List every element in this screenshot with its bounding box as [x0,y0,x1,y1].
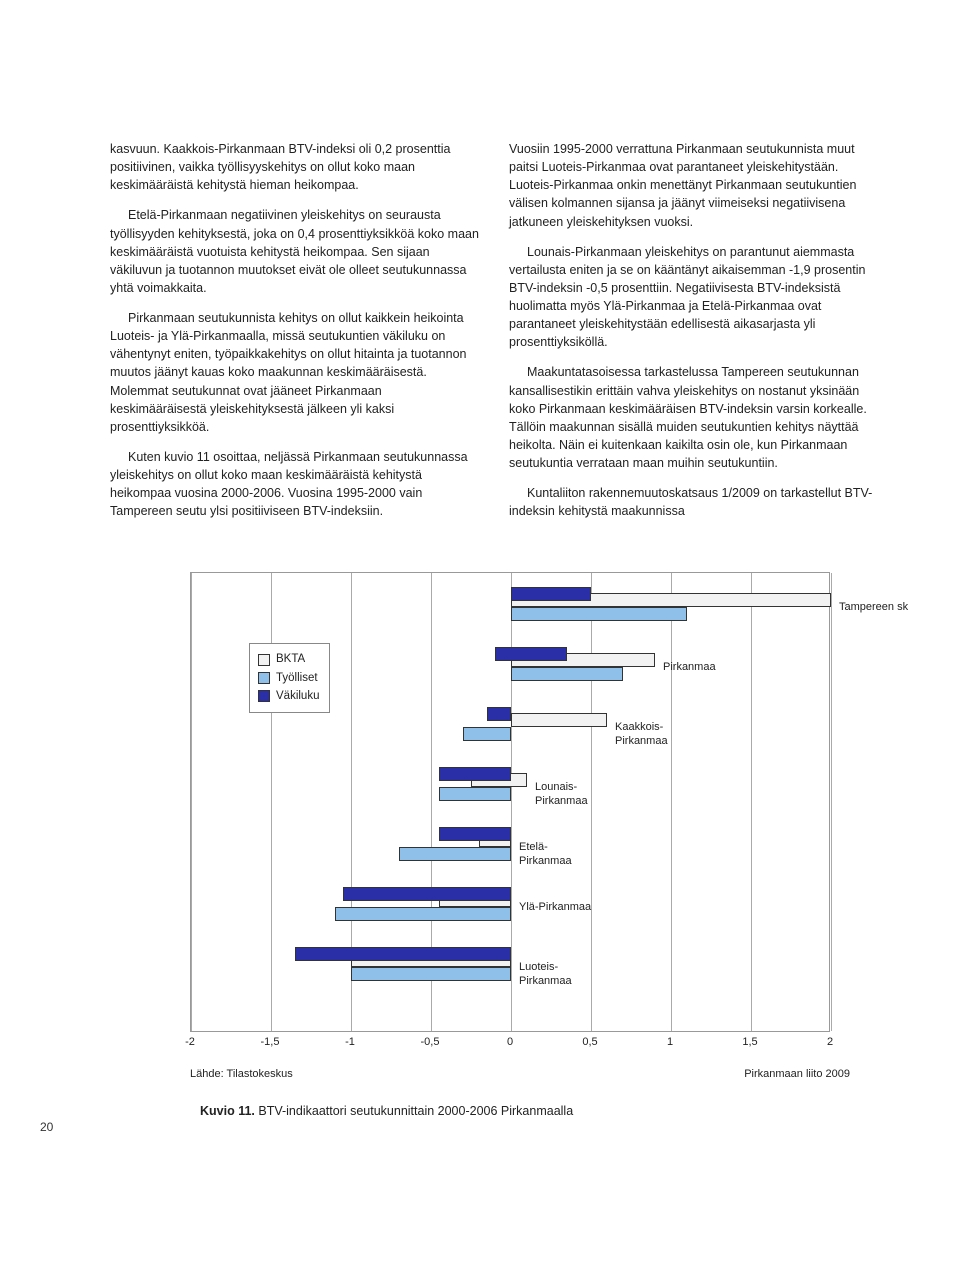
chart-row-label: Kaakkois-Pirkanmaa [615,721,668,747]
x-tick: 2 [827,1036,833,1048]
para: Maakuntatasoisessa tarkastelussa Tampere… [509,363,880,472]
figure-caption: Kuvio 11. BTV-indikaattori seutukunnitta… [200,1104,880,1118]
para: Vuosiin 1995-2000 verrattuna Pirkanmaan … [509,140,880,231]
x-tick: 0 [507,1036,513,1048]
chart-row-label: Etelä-Pirkanmaa [519,841,572,867]
para: Kuntaliiton rakennemuutoskatsaus 1/2009 … [509,484,880,520]
x-tick: 1,5 [742,1036,757,1048]
para: Lounais-Pirkanmaan yleiskehitys on paran… [509,243,880,352]
chart-row-label: Lounais-Pirkanmaa [535,781,588,807]
para: kasvuun. Kaakkois-Pirkanmaan BTV-indeksi… [110,140,481,194]
chart-row-label: Luoteis-Pirkanmaa [519,961,572,987]
chart-row-label: Tampereen sk [839,601,908,614]
x-tick: 1 [667,1036,673,1048]
right-column: Vuosiin 1995-2000 verrattuna Pirkanmaan … [509,140,880,532]
btv-chart: Tampereen skPirkanmaaKaakkois-PirkanmaaL… [150,562,880,1090]
text-columns: kasvuun. Kaakkois-Pirkanmaan BTV-indeksi… [110,140,880,532]
chart-source: Lähde: Tilastokeskus [190,1068,293,1080]
x-tick: 0,5 [582,1036,597,1048]
chart-row-label: Pirkanmaa [663,661,716,674]
chart-legend: BKTATyöllisetVäkiluku [249,643,330,712]
x-tick: -1,5 [261,1036,280,1048]
chart-credit: Pirkanmaan liito 2009 [744,1068,850,1080]
para: Etelä-Pirkanmaan negatiivinen yleiskehit… [110,206,481,297]
left-column: kasvuun. Kaakkois-Pirkanmaan BTV-indeksi… [110,140,481,532]
para: Pirkanmaan seutukunnista kehitys on ollu… [110,309,481,436]
chart-row-label: Ylä-Pirkanmaa [519,901,591,914]
page-number: 20 [40,1120,53,1134]
para: Kuten kuvio 11 osoittaa, neljässä Pirkan… [110,448,481,521]
x-tick: -2 [185,1036,195,1048]
x-tick: -0,5 [421,1036,440,1048]
x-tick: -1 [345,1036,355,1048]
